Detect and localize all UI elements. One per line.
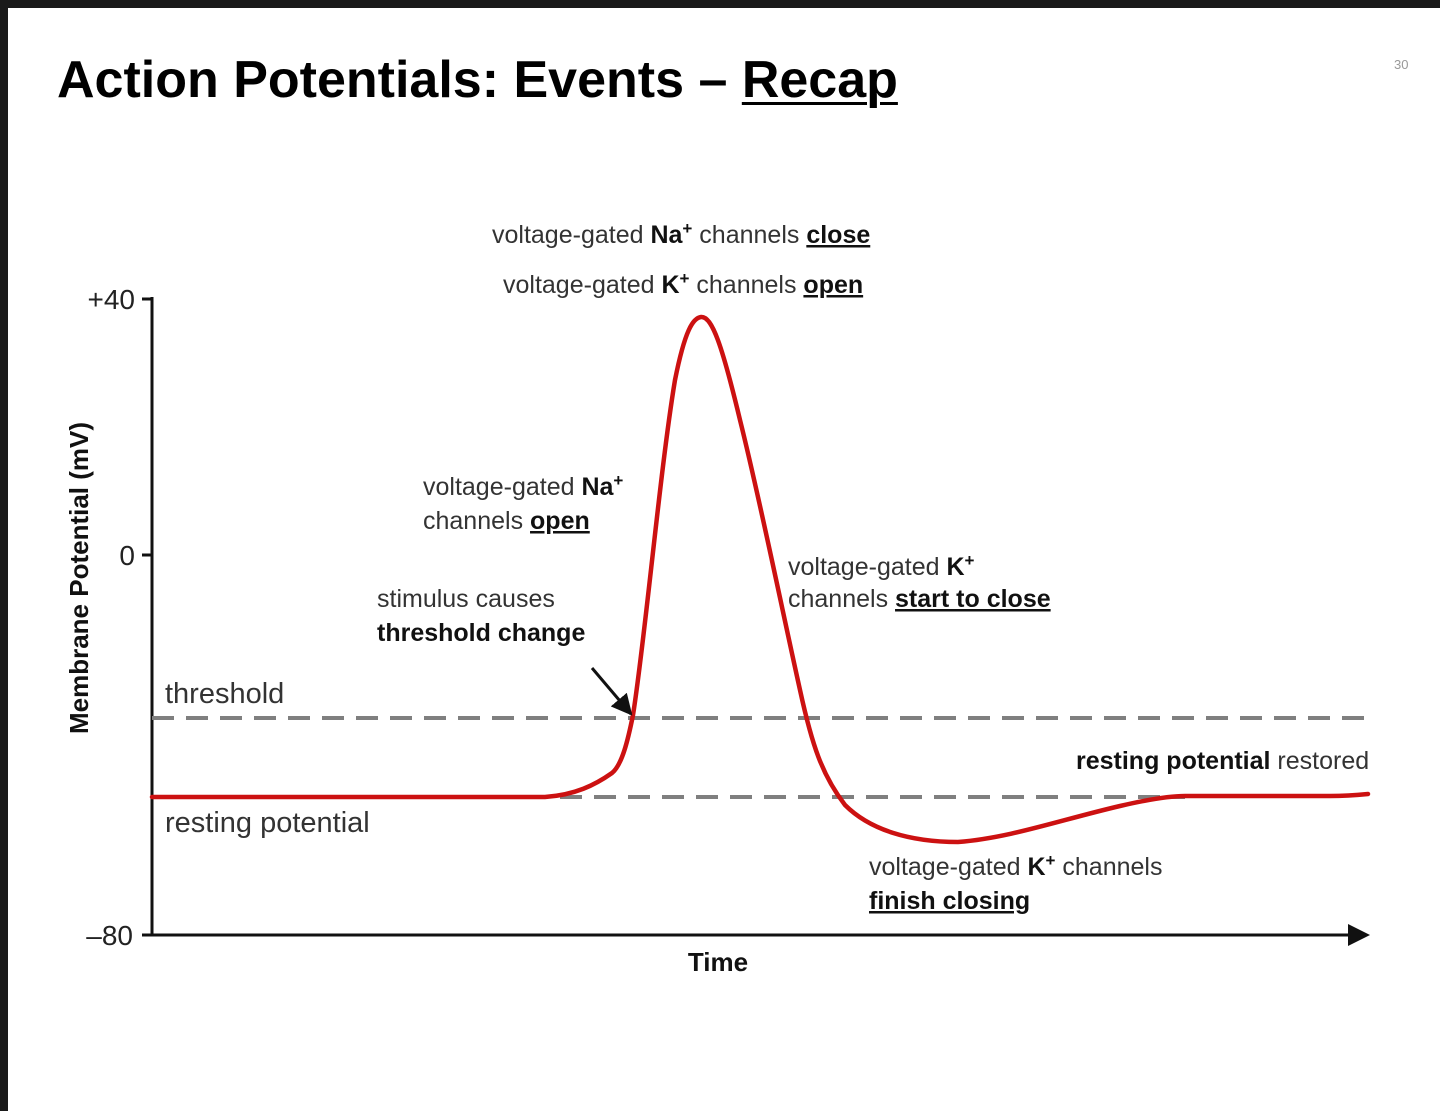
annotation-k-start-close-line2: channels start to close xyxy=(788,585,1051,613)
annotation-na-open-line1: voltage-gated Na+ xyxy=(423,471,623,501)
y-axis-title: Membrane Potential (mV) xyxy=(64,422,94,734)
slide-left-border xyxy=(0,0,8,1111)
annotation-resting-restored: resting potential restored xyxy=(1076,747,1369,775)
annotation-k-start-close-line1: voltage-gated K+ xyxy=(788,551,975,581)
y-tick-label-minus80: –80 xyxy=(86,920,133,951)
slide-title: Action Potentials: Events – Recap xyxy=(57,51,898,109)
slide-title-prefix: Action Potentials: Events – xyxy=(57,51,742,109)
annotation-k-open: voltage-gated K+ channels open xyxy=(503,269,863,299)
resting-potential-label: resting potential xyxy=(165,807,370,839)
annotation-k-finish-line2: finish closing xyxy=(869,887,1030,915)
annotation-stimulus-line1: stimulus causes xyxy=(377,585,555,613)
annotation-stimulus-line2: threshold change xyxy=(377,619,585,647)
action-potential-trace xyxy=(149,314,1371,845)
slide-title-emphasis: Recap xyxy=(741,51,898,109)
x-axis-arrow xyxy=(1348,924,1370,946)
annotation-na-open-line2: channels open xyxy=(423,507,590,535)
annotation-k-finish-line1: voltage-gated K+ channels xyxy=(869,851,1162,881)
y-tick-label-plus40: +40 xyxy=(88,284,136,315)
stimulus-arrow xyxy=(590,667,633,716)
slide-top-border xyxy=(0,0,1440,8)
threshold-label: threshold xyxy=(165,678,284,710)
slide-page-number: 30 xyxy=(1394,57,1409,72)
x-axis-title: Time xyxy=(688,947,748,977)
y-tick-label-zero: 0 xyxy=(119,540,135,571)
annotation-na-close: voltage-gated Na+ channels close xyxy=(492,219,870,249)
